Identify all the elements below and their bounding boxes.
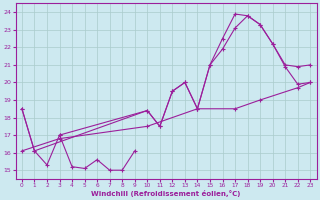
X-axis label: Windchill (Refroidissement éolien,°C): Windchill (Refroidissement éolien,°C) — [92, 190, 241, 197]
